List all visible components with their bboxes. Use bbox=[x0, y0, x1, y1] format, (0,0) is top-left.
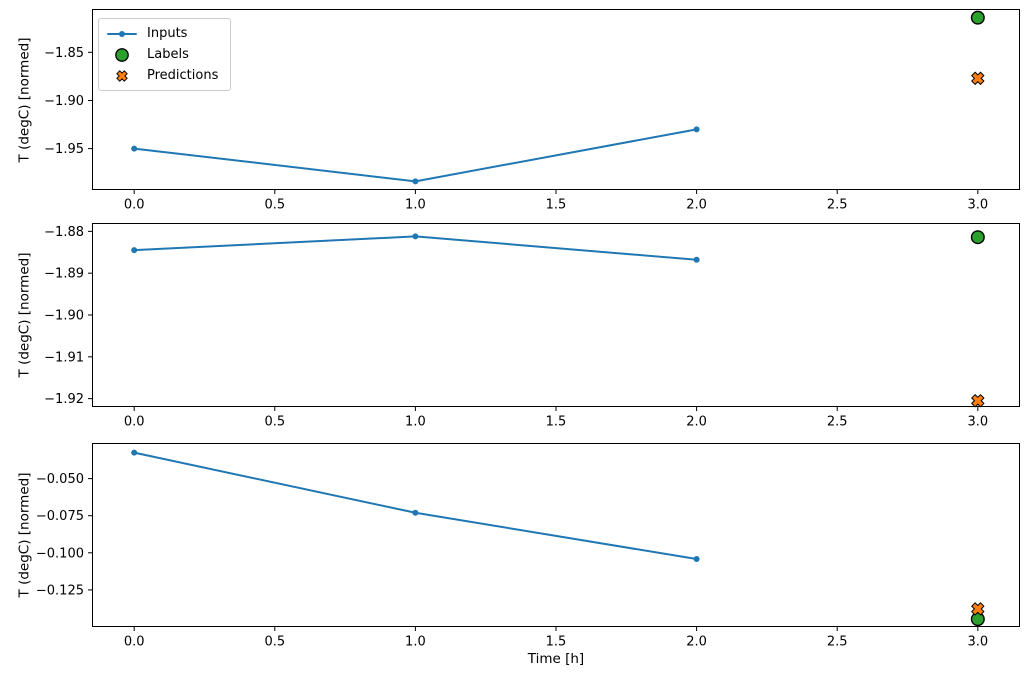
legend-item-predictions: Predictions bbox=[106, 65, 218, 86]
y-tick-label: −1.95 bbox=[44, 142, 84, 157]
subplot-middle: 0.0 0.5 1.0 1.5 2.0 2.5 3.0 −1.88 −1.89 −1.90 −1.9… bbox=[16, 223, 1020, 430]
y-axis-label-container: T (degC) [normed] bbox=[4, 443, 44, 627]
y-tick-label: −1.88 bbox=[44, 225, 84, 240]
legend-x bbox=[116, 69, 128, 82]
legend-label-labels: Labels bbox=[147, 47, 189, 62]
y-axis-label-container: T (degC) [normed] bbox=[4, 223, 44, 407]
axes-border bbox=[92, 223, 1020, 407]
x-tick-label: 1.5 bbox=[546, 198, 567, 213]
x-tick-label: 0.5 bbox=[264, 415, 285, 430]
y-tick-label: −1.91 bbox=[44, 350, 84, 365]
inputs-point bbox=[131, 449, 138, 456]
subplot-top-plot-area: 0.0 0.5 1.0 1.5 2.0 2.5 3.0 −1.85 −1.90 −1.95 bbox=[44, 9, 1020, 213]
x-tick-label: 0.5 bbox=[264, 198, 285, 213]
x-tick-label: 0.0 bbox=[124, 635, 145, 650]
x-tick-label: 2.0 bbox=[686, 198, 707, 213]
x-tick-label: 2.5 bbox=[827, 635, 848, 650]
inputs-point bbox=[412, 178, 419, 185]
legend: Inputs Labels Predictions bbox=[98, 18, 232, 91]
labels-marker bbox=[970, 230, 985, 245]
subplot-bottom-plot-area: 0.0 0.5 1.0 1.5 2.0 2.5 3.0 −0.050 −0.075 −0.100 −… bbox=[36, 443, 1020, 650]
subplot-bottom: 0.0 0.5 1.0 1.5 2.0 2.5 3.0 −0.050 −0.075 −0.100 −… bbox=[16, 443, 1020, 667]
x-tick-label: 0.0 bbox=[124, 415, 145, 430]
y-tick-label: −1.90 bbox=[44, 94, 84, 109]
subplot-middle-plot-area: 0.0 0.5 1.0 1.5 2.0 2.5 3.0 −1.88 −1.89 −1.90 −1.9… bbox=[44, 223, 1020, 430]
inputs-point bbox=[693, 256, 700, 263]
inputs-point bbox=[412, 509, 419, 516]
labels-marker bbox=[970, 10, 985, 25]
y-axis-label: T (degC) [normed] bbox=[16, 37, 33, 162]
subplot-top: 0.0 0.5 1.0 1.5 2.0 2.5 3.0 −1.85 −1.90 −1.95 T (… bbox=[16, 9, 1020, 213]
x-tick-label: 0.0 bbox=[124, 198, 145, 213]
y-tick-label: −1.90 bbox=[44, 309, 84, 324]
y-tick-label: −0.050 bbox=[36, 472, 84, 487]
x-tick-label: 1.0 bbox=[405, 415, 426, 430]
predictions-marker bbox=[971, 71, 985, 86]
y-axis-label: T (degC) [normed] bbox=[16, 252, 33, 378]
x-tick-label: 2.5 bbox=[827, 198, 848, 213]
y-axis-label-container: T (degC) [normed] bbox=[4, 9, 44, 190]
predictions-marker bbox=[971, 602, 985, 616]
x-tick-label: 1.0 bbox=[405, 635, 426, 650]
legend-line-dot bbox=[119, 30, 125, 37]
legend-label-predictions: Predictions bbox=[147, 68, 219, 83]
inputs-line bbox=[133, 128, 698, 183]
inputs-line bbox=[133, 235, 698, 261]
legend-label-inputs: Inputs bbox=[147, 26, 188, 41]
x-tick-label: 2.0 bbox=[686, 415, 707, 430]
y-tick-label: −1.85 bbox=[44, 46, 84, 61]
inputs-point bbox=[693, 126, 700, 133]
labels-circle-icon bbox=[115, 47, 129, 62]
y-tick-label: −1.92 bbox=[44, 392, 84, 407]
legend-circle bbox=[115, 47, 129, 62]
legend-item-labels: Labels bbox=[106, 44, 218, 65]
x-tick-label: 3.0 bbox=[967, 635, 988, 650]
y-tick-label: −0.100 bbox=[36, 546, 84, 561]
inputs-point bbox=[131, 247, 138, 254]
inputs-line bbox=[133, 451, 698, 561]
x-tick-label: 3.0 bbox=[967, 415, 988, 430]
y-axis-label: T (degC) [normed] bbox=[16, 472, 33, 598]
x-tick-label: 0.5 bbox=[264, 635, 285, 650]
x-tick-label: 1.5 bbox=[546, 415, 567, 430]
y-tick-label: −0.075 bbox=[36, 509, 84, 524]
inputs-point bbox=[131, 145, 138, 152]
y-tick-label: −1.89 bbox=[44, 267, 84, 282]
x-tick-label: 1.5 bbox=[546, 635, 567, 650]
x-tick-label: 2.0 bbox=[686, 635, 707, 650]
inputs-point bbox=[412, 233, 419, 240]
axes-border bbox=[92, 9, 1020, 190]
y-tick-label: −0.125 bbox=[36, 583, 84, 598]
predictions-x-icon bbox=[116, 69, 128, 82]
x-tick-label: 1.0 bbox=[405, 198, 426, 213]
x-tick-label: 2.5 bbox=[827, 415, 848, 430]
x-tick-label: 3.0 bbox=[967, 198, 988, 213]
legend-item-inputs: Inputs bbox=[106, 23, 218, 44]
axes-border bbox=[92, 443, 1020, 627]
predictions-marker bbox=[971, 393, 985, 408]
labels-marker bbox=[970, 612, 985, 627]
inputs-line-icon bbox=[107, 30, 137, 37]
inputs-point bbox=[693, 556, 700, 563]
x-axis-label: Time [h] bbox=[527, 651, 585, 667]
